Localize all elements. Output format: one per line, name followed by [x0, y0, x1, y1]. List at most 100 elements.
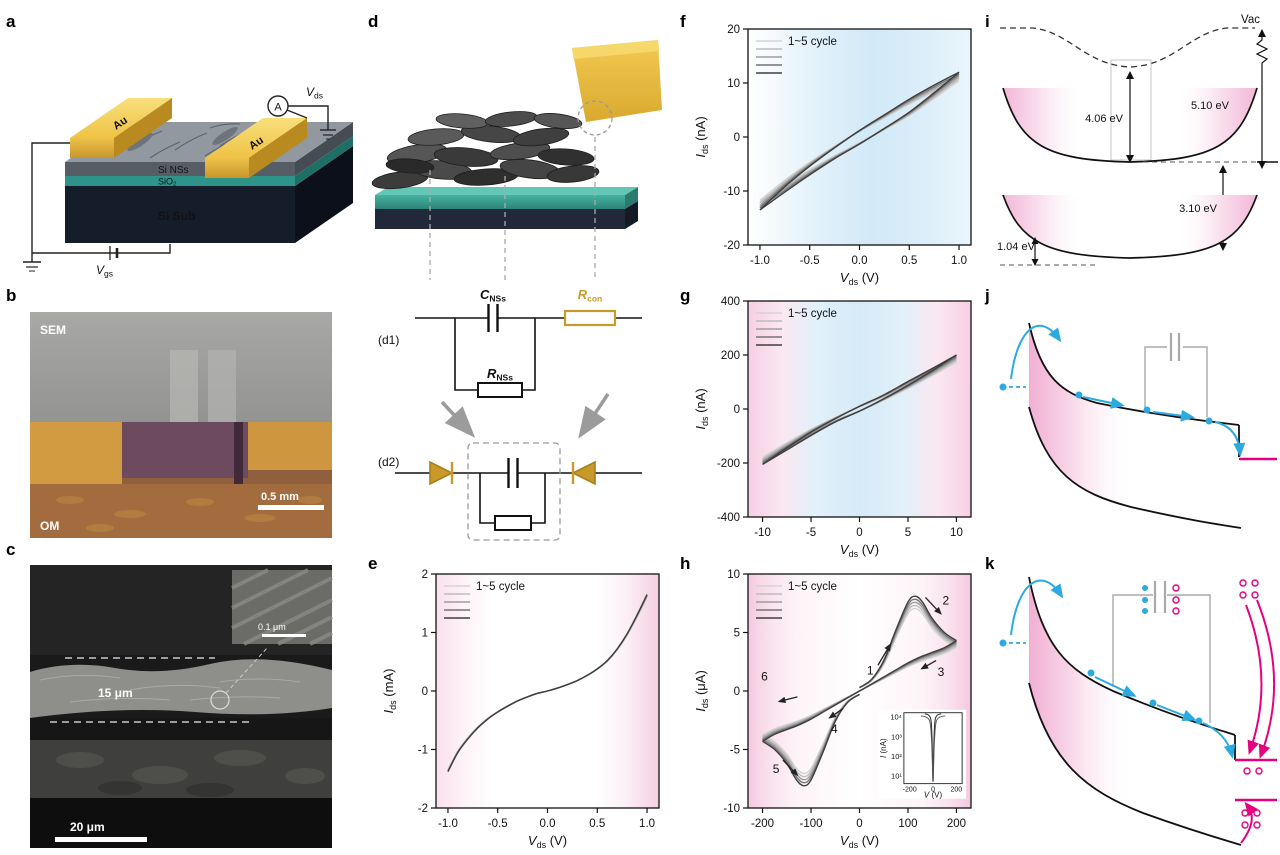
nanosheet-stack: [371, 111, 600, 190]
x-tick-label: -5: [806, 527, 816, 539]
conduction-band-curve: [1002, 87, 1258, 163]
external-capacitor-circuit: [1112, 581, 1211, 723]
panel-label-d: d: [368, 12, 379, 31]
plot-area-g: [748, 301, 971, 517]
chart-e: -1.0 -0.5 0.0 0.5 1.0 -2 -1 0 1 2 1~5 cycle Vds (V)…: [381, 569, 660, 850]
series-cycle-5: [759, 71, 960, 211]
inset-y-tick: 10²: [891, 752, 902, 761]
inset-sem-image: 0.1 μm: [231, 568, 333, 646]
x-axis-label-g: Vds (V): [840, 542, 879, 559]
inset-y-tick: 10³: [891, 732, 902, 741]
series-cycle-5: [762, 690, 860, 742]
x-axis-label-e: Vds (V): [528, 833, 567, 850]
layer-label-nss: Si NSs: [158, 165, 189, 176]
y-tick-label: 1: [422, 628, 428, 640]
sweep-arrow-5: [782, 759, 799, 777]
y-tick-label: 10: [727, 78, 740, 90]
panel-k-band-diagram: [999, 576, 1277, 846]
inset-x-label: V (V): [924, 791, 943, 800]
conduction-band-curve: [1028, 322, 1240, 426]
d1-label: (d1): [378, 333, 399, 347]
vgs-label: Vgs: [96, 263, 113, 279]
right-electrode: Au: [205, 118, 307, 178]
x-tick-label: 0.5: [901, 255, 917, 267]
series-cycle-5: [447, 594, 648, 773]
x-tick-label: 0.0: [852, 255, 868, 267]
dashed-highlight-box: [467, 442, 561, 541]
d2-label: (d2): [378, 455, 399, 469]
collection-arrow: [1202, 722, 1236, 759]
inset-y-tick: 10¹: [891, 772, 902, 781]
panel-label-a: a: [6, 12, 16, 31]
inset-x-tick: 200: [950, 787, 962, 794]
external-capacitor-circuit: [1144, 333, 1208, 417]
inset-y-label: I (nA): [879, 738, 888, 758]
electron-dot: [1142, 585, 1148, 591]
panel-label-k: k: [985, 554, 995, 573]
circuit-d1: [415, 304, 642, 398]
electron-flow-arrows: [999, 579, 1236, 759]
zoom-pointer-line: [225, 646, 269, 694]
x-tick-label: 1.0: [951, 255, 967, 267]
circuit-wiring: [23, 105, 336, 272]
inset-scalebar-label: 0.1 μm: [258, 622, 286, 632]
sem-electrode-pad: [170, 350, 198, 422]
y-tick-label: -20: [723, 240, 740, 252]
contact-resistor-symbol: [563, 309, 617, 327]
scalebar-label: 20 μm: [70, 820, 105, 834]
y-tick-label: -10: [723, 186, 740, 198]
legend-f: 1~5 cycle: [756, 36, 837, 74]
x-tick-label: 5: [905, 527, 911, 539]
legend-label: 1~5 cycle: [476, 581, 525, 593]
depletion-region-fill: [1029, 577, 1241, 845]
inset-curve: [920, 715, 946, 783]
substrate-layer: [375, 209, 625, 229]
y-axis-label-f: Ids (nA): [693, 116, 710, 157]
layer-label-sub: Si Sub: [158, 209, 195, 223]
inset-y-tick: 10⁴: [890, 713, 902, 722]
electron-dot: [999, 639, 1007, 647]
sweep-arrow-1: [877, 643, 892, 666]
series-group-f: [759, 71, 960, 211]
electron-flow-arrows: [999, 325, 1246, 457]
panel-label-g: g: [680, 286, 691, 305]
series-group-h: [762, 595, 957, 787]
over-barrier-arrow: [1010, 579, 1064, 636]
electron-dot: [1149, 699, 1157, 707]
series-group-e: [447, 594, 648, 773]
x-tick-label: -0.5: [800, 255, 820, 267]
x-tick-label: 100: [898, 818, 917, 830]
x-axis-label-h: Vds (V): [840, 833, 879, 850]
sweep-number-3: 3: [938, 665, 945, 679]
legend-label: 1~5 cycle: [788, 308, 837, 320]
x-tick-label: -1.0: [438, 818, 458, 830]
stored-charges: [1142, 584, 1180, 615]
transform-arrow-right: [578, 393, 610, 439]
hole-flow-arrows: [1240, 599, 1276, 844]
ev-406-label: 4.06 eV: [1085, 113, 1124, 125]
cnss-label: CNSs: [480, 287, 506, 304]
y-axis-label-h: Ids (μA): [693, 670, 710, 712]
inset-x-tick: 0: [931, 787, 935, 794]
y-tick-label: 200: [721, 350, 740, 362]
gold-electrode-block: [572, 40, 662, 122]
y-tick-label: 2: [422, 569, 428, 581]
panel-c-cross-section: 15 μm 0.1 μm 20 μm: [30, 565, 333, 848]
y-tick-label: 0: [422, 686, 428, 698]
sweep-number-5: 5: [773, 762, 780, 776]
x-tick-label: 0.5: [589, 818, 605, 830]
scalebar: [55, 837, 147, 842]
conduction-band-curve: [1028, 576, 1236, 736]
x-tick-label: 200: [947, 818, 966, 830]
legend-h: 1~5 cycle: [756, 581, 837, 619]
chart-f: -1.0 -0.5 0.0 0.5 1.0 -20 -10 0 10 20 1~5 cycle Vds…: [693, 24, 972, 287]
y-tick-label: 10: [727, 569, 740, 581]
rcon-label: Rcon: [578, 287, 603, 304]
vds-label: Vds: [306, 85, 323, 101]
x-tick-label: -1.0: [750, 255, 770, 267]
x-tick-label: -10: [754, 527, 771, 539]
x-tick-label: -0.5: [488, 818, 508, 830]
y-tick-label: 0: [734, 404, 740, 416]
